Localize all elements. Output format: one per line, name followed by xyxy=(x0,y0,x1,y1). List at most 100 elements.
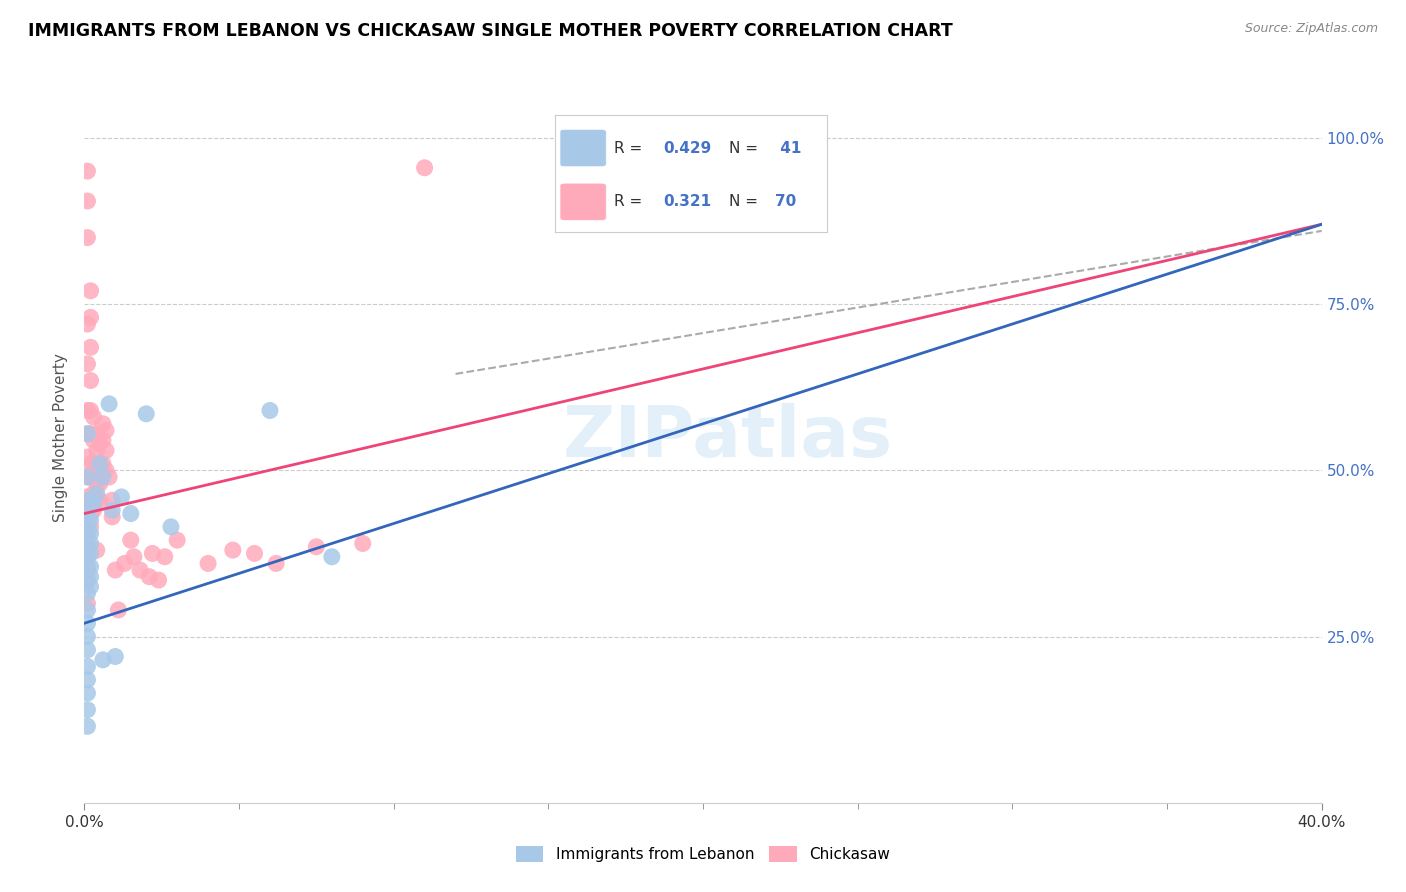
Point xyxy=(79,403,101,417)
Point xyxy=(120,507,142,521)
Point xyxy=(120,533,142,548)
Point xyxy=(79,520,101,534)
Point xyxy=(413,161,436,175)
Point xyxy=(94,424,117,438)
Point xyxy=(197,557,219,571)
Point xyxy=(76,559,98,574)
Point xyxy=(76,703,98,717)
Point xyxy=(104,649,127,664)
Point xyxy=(86,443,108,458)
Point xyxy=(98,470,121,484)
Point xyxy=(76,643,98,657)
Y-axis label: Single Mother Poverty: Single Mother Poverty xyxy=(53,352,69,522)
Point xyxy=(321,549,343,564)
Point xyxy=(243,546,266,560)
Text: Source: ZipAtlas.com: Source: ZipAtlas.com xyxy=(1244,22,1378,36)
Point xyxy=(135,407,157,421)
Point xyxy=(94,443,117,458)
Point xyxy=(76,549,98,564)
Point xyxy=(76,586,98,600)
Point xyxy=(76,403,98,417)
Point xyxy=(76,659,98,673)
Point xyxy=(76,673,98,687)
Point xyxy=(79,546,101,560)
Text: IMMIGRANTS FROM LEBANON VS CHICKASAW SINGLE MOTHER POVERTY CORRELATION CHART: IMMIGRANTS FROM LEBANON VS CHICKASAW SIN… xyxy=(28,22,953,40)
Point xyxy=(76,520,98,534)
Point xyxy=(94,463,117,477)
Legend: Immigrants from Lebanon, Chickasaw: Immigrants from Lebanon, Chickasaw xyxy=(510,840,896,868)
Point xyxy=(76,450,98,464)
Point xyxy=(264,557,287,571)
Point xyxy=(79,470,101,484)
Point xyxy=(83,497,105,511)
Point xyxy=(76,530,98,544)
Point xyxy=(76,686,98,700)
Point xyxy=(76,523,98,537)
Point xyxy=(86,460,108,475)
Point xyxy=(104,563,127,577)
Point xyxy=(89,457,111,471)
Point xyxy=(305,540,328,554)
Point xyxy=(79,580,101,594)
Point xyxy=(76,563,98,577)
Point xyxy=(76,719,98,733)
Point xyxy=(352,536,374,550)
Point xyxy=(79,570,101,584)
Point xyxy=(79,310,101,325)
Point xyxy=(76,164,98,178)
Point xyxy=(107,603,129,617)
Point xyxy=(76,573,98,587)
Point xyxy=(76,317,98,331)
Point xyxy=(148,573,170,587)
Point xyxy=(76,230,98,244)
Point xyxy=(91,417,114,431)
Point xyxy=(76,540,98,554)
Point xyxy=(79,507,101,521)
Point xyxy=(79,457,101,471)
Point xyxy=(76,507,98,521)
Point xyxy=(76,596,98,610)
Point xyxy=(153,549,176,564)
Point xyxy=(83,486,105,500)
Point xyxy=(83,457,105,471)
Point xyxy=(79,493,101,508)
Point xyxy=(76,543,98,558)
Point xyxy=(79,340,101,354)
Point xyxy=(79,559,101,574)
Point xyxy=(141,546,163,560)
Point xyxy=(76,573,98,587)
Point xyxy=(76,470,98,484)
Point xyxy=(86,426,108,441)
Point xyxy=(101,503,124,517)
Point xyxy=(86,543,108,558)
Point xyxy=(76,426,98,441)
Point xyxy=(89,493,111,508)
Point xyxy=(89,436,111,450)
Point xyxy=(79,426,101,441)
Point xyxy=(76,194,98,208)
Point xyxy=(91,653,114,667)
Point xyxy=(89,476,111,491)
Point xyxy=(76,357,98,371)
Point xyxy=(86,493,108,508)
Point xyxy=(79,284,101,298)
Point xyxy=(76,616,98,631)
Point xyxy=(98,397,121,411)
Point xyxy=(89,457,111,471)
Point xyxy=(129,563,152,577)
Point xyxy=(76,493,98,508)
Point xyxy=(259,403,281,417)
Point xyxy=(222,543,245,558)
Point xyxy=(86,476,108,491)
Point xyxy=(79,374,101,388)
Point xyxy=(101,509,124,524)
Point xyxy=(166,533,188,548)
Point xyxy=(101,493,124,508)
Point xyxy=(86,486,108,500)
Point xyxy=(76,630,98,644)
Point xyxy=(110,490,132,504)
Point xyxy=(76,507,98,521)
Point xyxy=(76,470,98,484)
Point xyxy=(138,570,160,584)
Point xyxy=(79,536,101,550)
